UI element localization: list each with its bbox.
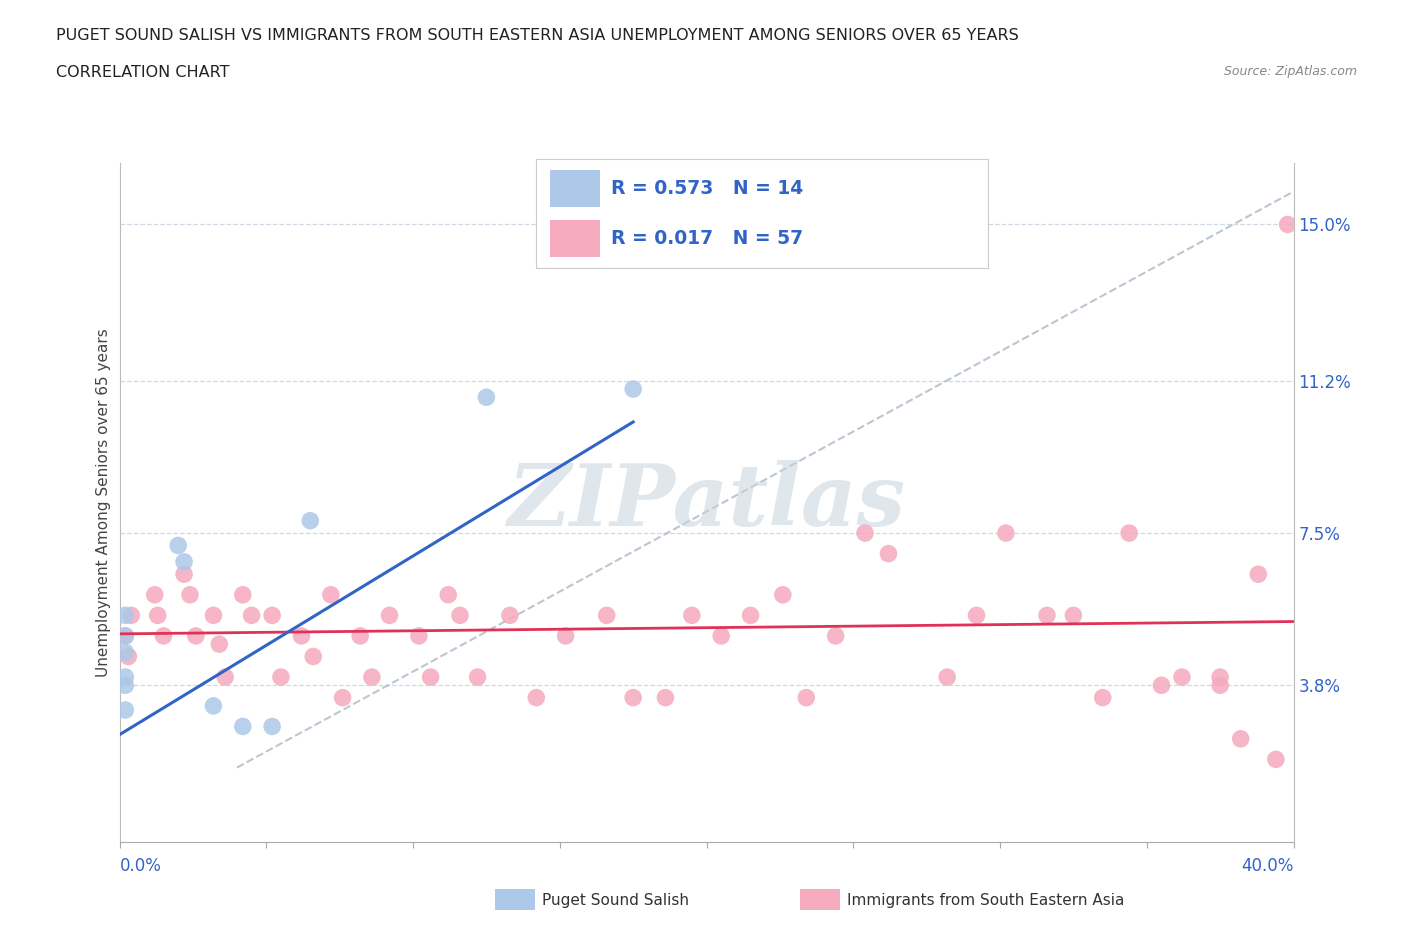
- Text: PUGET SOUND SALISH VS IMMIGRANTS FROM SOUTH EASTERN ASIA UNEMPLOYMENT AMONG SENI: PUGET SOUND SALISH VS IMMIGRANTS FROM SO…: [56, 28, 1019, 43]
- Point: [114, 629, 136, 644]
- Point: [794, 690, 817, 705]
- Point: [936, 670, 959, 684]
- Point: [232, 588, 254, 603]
- Point: [1264, 752, 1286, 767]
- Point: [232, 719, 254, 734]
- Y-axis label: Unemployment Among Seniors over 65 years: Unemployment Among Seniors over 65 years: [96, 328, 111, 677]
- Point: [1247, 566, 1270, 581]
- Point: [710, 629, 733, 644]
- Point: [1062, 608, 1084, 623]
- Point: [262, 608, 284, 623]
- Point: [499, 608, 522, 623]
- Point: [114, 678, 136, 693]
- Point: [290, 629, 312, 644]
- Point: [146, 608, 169, 623]
- Point: [524, 690, 547, 705]
- Point: [179, 588, 201, 603]
- Point: [994, 525, 1017, 540]
- Point: [1209, 670, 1232, 684]
- Point: [1091, 690, 1114, 705]
- Text: CORRELATION CHART: CORRELATION CHART: [56, 65, 229, 80]
- Point: [1150, 678, 1173, 693]
- Point: [152, 629, 174, 644]
- Point: [270, 670, 292, 684]
- Point: [114, 608, 136, 623]
- Point: [554, 629, 576, 644]
- Point: [419, 670, 441, 684]
- Point: [173, 554, 195, 569]
- Point: [378, 608, 401, 623]
- Point: [240, 608, 263, 623]
- Point: [319, 588, 342, 603]
- Point: [120, 608, 142, 623]
- Point: [202, 608, 225, 623]
- Point: [740, 608, 762, 623]
- Point: [475, 390, 498, 405]
- Point: [167, 538, 190, 552]
- Point: [1036, 608, 1059, 623]
- Point: [349, 629, 371, 644]
- Point: [596, 608, 619, 623]
- Point: [853, 525, 876, 540]
- Text: Immigrants from South Eastern Asia: Immigrants from South Eastern Asia: [846, 893, 1125, 908]
- Point: [184, 629, 207, 644]
- Point: [214, 670, 236, 684]
- Point: [202, 698, 225, 713]
- Point: [302, 649, 325, 664]
- Point: [772, 588, 794, 603]
- Text: Puget Sound Salish: Puget Sound Salish: [541, 893, 689, 908]
- Point: [654, 690, 676, 705]
- Point: [449, 608, 471, 623]
- Point: [299, 513, 322, 528]
- Point: [262, 719, 284, 734]
- Point: [877, 546, 900, 561]
- Point: [824, 629, 846, 644]
- Point: [408, 629, 430, 644]
- Point: [114, 629, 136, 644]
- Point: [966, 608, 988, 623]
- Text: 40.0%: 40.0%: [1241, 857, 1294, 874]
- Point: [437, 588, 460, 603]
- Point: [143, 588, 166, 603]
- Point: [467, 670, 489, 684]
- Point: [1209, 678, 1232, 693]
- Point: [114, 644, 136, 659]
- Point: [1118, 525, 1140, 540]
- Point: [208, 637, 231, 652]
- Text: Source: ZipAtlas.com: Source: ZipAtlas.com: [1223, 65, 1357, 78]
- Point: [361, 670, 384, 684]
- Point: [332, 690, 354, 705]
- Point: [117, 649, 139, 664]
- Text: 0.0%: 0.0%: [120, 857, 162, 874]
- Point: [114, 670, 136, 684]
- Text: ZIPatlas: ZIPatlas: [508, 460, 905, 544]
- Point: [621, 381, 644, 396]
- Point: [681, 608, 703, 623]
- Point: [1277, 217, 1299, 232]
- Point: [1171, 670, 1194, 684]
- Point: [173, 566, 195, 581]
- Point: [621, 690, 644, 705]
- Point: [1229, 731, 1251, 746]
- Point: [114, 702, 136, 717]
